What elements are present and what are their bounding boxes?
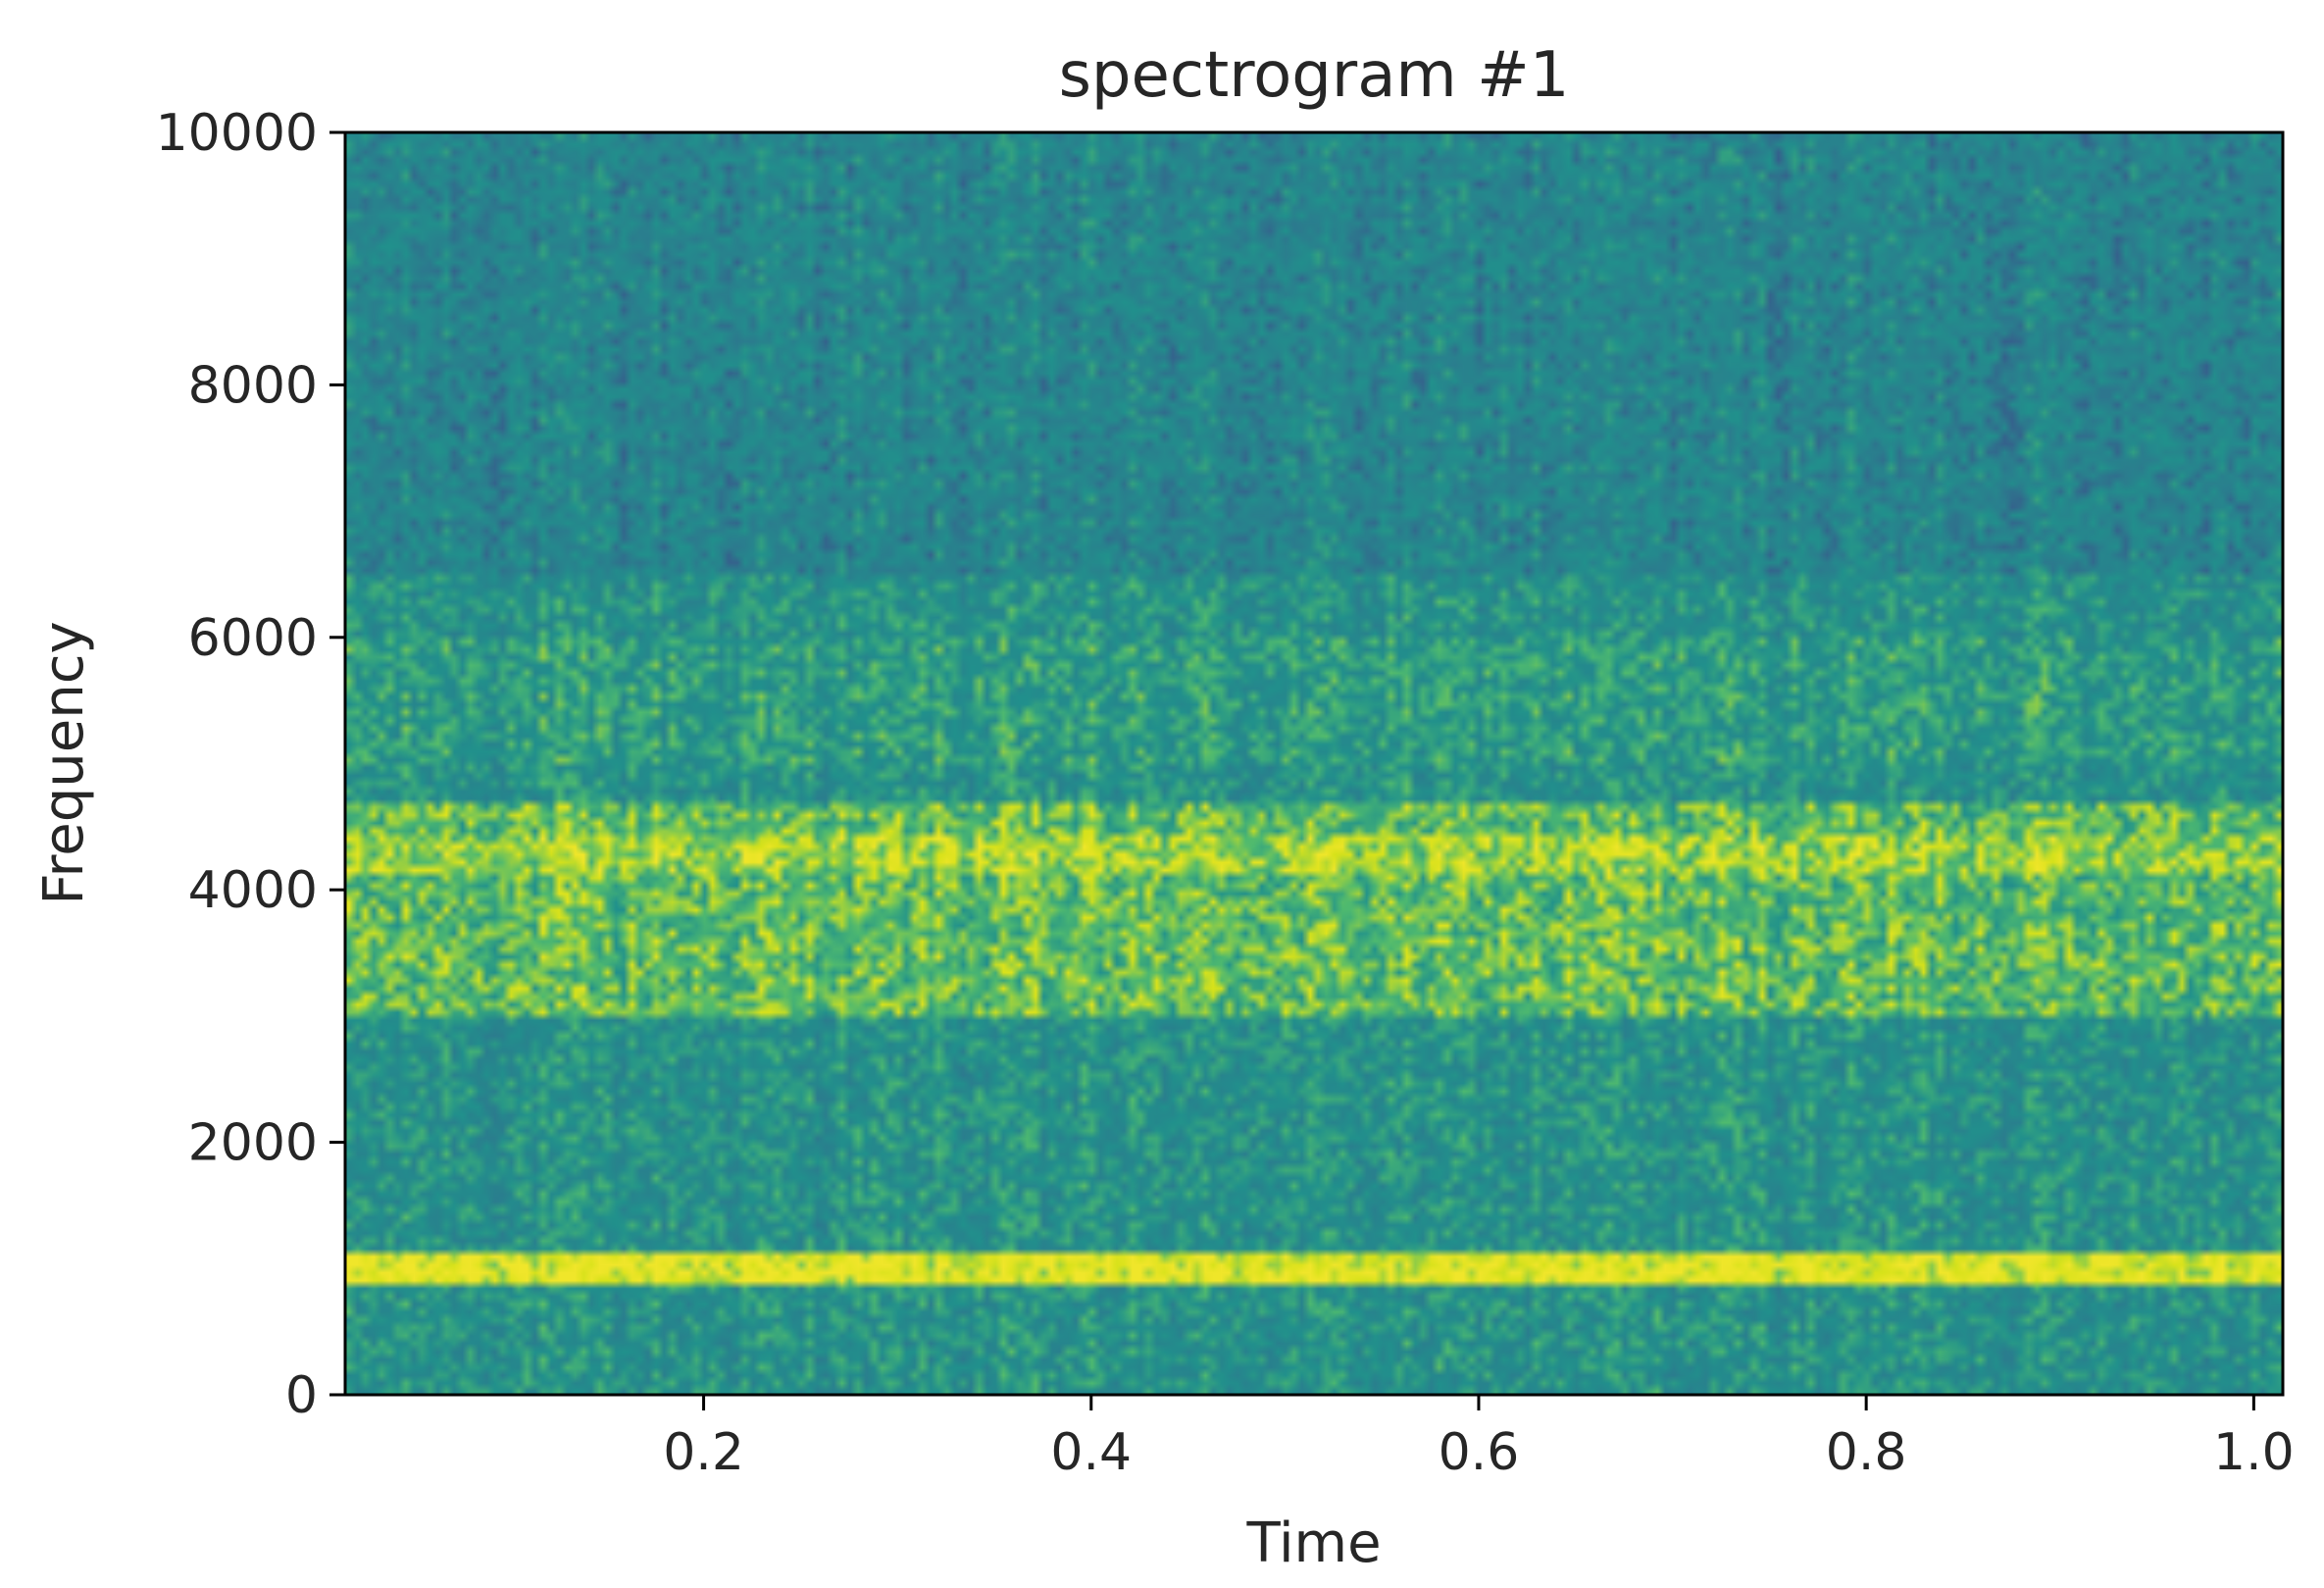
plot-frame xyxy=(343,130,2285,1397)
x-tick-label: 0.6 xyxy=(1439,1423,1520,1482)
x-axis-label: Time xyxy=(1245,1511,1381,1575)
plot-area xyxy=(343,130,2285,1397)
x-tick-label: 0.4 xyxy=(1050,1423,1132,1482)
y-tick-label: 10000 xyxy=(156,104,318,163)
y-axis-label: Frequency xyxy=(32,621,96,904)
x-tick-label: 1.0 xyxy=(2213,1423,2295,1482)
y-tick-label: 6000 xyxy=(188,609,318,668)
y-tick-label: 8000 xyxy=(188,356,318,415)
y-tick-label: 2000 xyxy=(188,1114,318,1173)
y-tick-label: 0 xyxy=(285,1366,318,1425)
x-tick-label: 0.8 xyxy=(1826,1423,1907,1482)
spectrogram-heatmap xyxy=(345,132,2283,1395)
x-axis: 0.2 0.4 0.6 0.8 1.0 xyxy=(663,1395,2295,1482)
x-tick-label: 0.2 xyxy=(663,1423,744,1482)
y-axis: 0 2000 4000 6000 8000 10000 xyxy=(156,104,345,1425)
chart-title: spectrogram #1 xyxy=(1059,39,1570,112)
y-tick-label: 4000 xyxy=(188,861,318,920)
